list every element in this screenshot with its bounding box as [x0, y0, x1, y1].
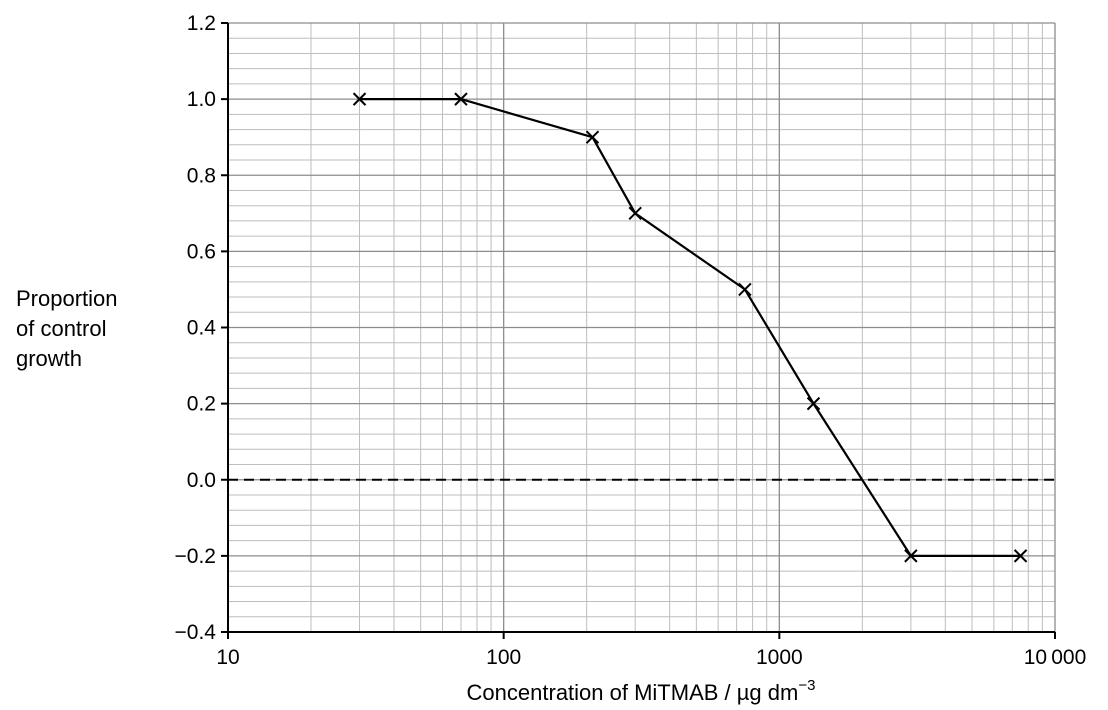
- y-tick-label: 0.2: [187, 393, 216, 416]
- y-tick-label: 0.8: [187, 164, 216, 187]
- data-point-marker: [454, 92, 468, 106]
- data-point-markers: [352, 92, 1028, 563]
- axes: [221, 22, 1056, 639]
- series-line: [359, 97, 1021, 558]
- marker-stroke: [806, 396, 821, 411]
- data-point-marker: [585, 130, 600, 144]
- marker-stroke: [585, 130, 600, 144]
- marker-stroke: [454, 92, 468, 106]
- x-axis-title-main: Concentration of MiTMAB / µg dm: [467, 680, 799, 705]
- y-axis-title-line-2: of control: [16, 316, 107, 341]
- x-tick-labels: 10 100 1000 10 000: [216, 646, 1086, 669]
- y-tick-label: −0.2: [175, 545, 216, 568]
- y-axis-title-line-3: growth: [16, 346, 82, 371]
- marker-stroke: [1013, 549, 1028, 563]
- marker-stroke: [738, 282, 752, 297]
- y-tick-labels: 1.2 1.0 0.8 0.6 0.4 0.2 0.0 −0.2 −0.4: [175, 12, 217, 644]
- y-tick-label: 0.0: [187, 469, 216, 492]
- x-tick-label: 10: [216, 646, 239, 669]
- y-tick-label: 0.6: [187, 240, 216, 263]
- y-tick-label: −0.4: [175, 621, 217, 644]
- data-point-marker: [904, 549, 918, 563]
- data-point-marker: [628, 206, 642, 221]
- y-tick-label: 0.4: [187, 317, 217, 340]
- y-axis-title-line-1: Proportion: [16, 286, 118, 311]
- y-tick-label: 1.2: [187, 12, 216, 35]
- x-axis-title: Concentration of MiTMAB / µg dm−3: [467, 677, 816, 705]
- x-axis-title-superscript: −3: [798, 677, 815, 694]
- x-tick-label: 10 000: [1024, 646, 1087, 669]
- y-tick-label: 1.0: [187, 88, 216, 111]
- marker-stroke: [352, 92, 367, 106]
- x-tick-label: 100: [486, 646, 521, 669]
- x-tick-label: 1000: [756, 646, 803, 669]
- data-point-marker: [352, 92, 367, 106]
- y-axis-title: Proportion of control growth: [16, 286, 124, 371]
- marker-stroke: [628, 206, 642, 221]
- marker-stroke: [904, 549, 918, 563]
- data-point-marker: [1013, 549, 1028, 563]
- data-point-marker: [738, 282, 752, 297]
- data-point-marker: [806, 396, 821, 411]
